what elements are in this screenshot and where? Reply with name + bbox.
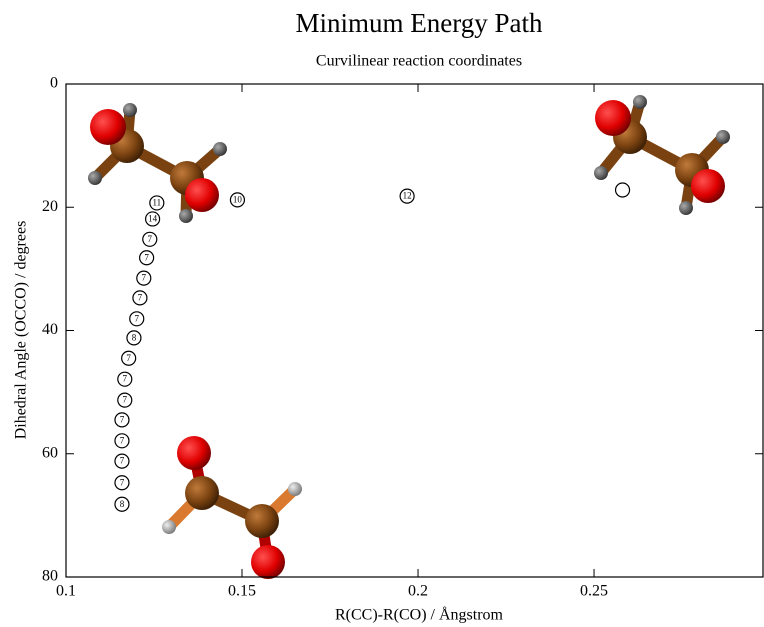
point [136,270,152,286]
point [114,496,130,512]
x-axis-label: R(CC)-R(CO) / Ångstrom [335,606,504,624]
x-tick-label: 0.1 [56,583,76,600]
point [142,231,158,247]
point-label: 11 [152,197,161,207]
point-label: 7 [123,395,128,405]
chart-subtitle: Curvilinear reaction coordinates [316,53,522,70]
point [399,188,415,204]
y-tick-label: 40 [42,321,58,338]
point [614,182,631,198]
point-label: 7 [120,414,125,424]
point-label: 7 [120,477,125,487]
point-label: 8 [120,499,125,509]
point [117,371,133,387]
point [139,250,155,266]
point-label: 12 [403,191,412,201]
point [149,195,165,211]
x-tick-label: 0.15 [228,583,256,600]
point [144,211,161,227]
point [121,350,137,366]
x-tick-label: 0.25 [580,583,608,600]
point-label: 7 [138,292,143,302]
point [132,290,148,306]
point [229,192,246,208]
y-tick-label: 20 [42,198,58,215]
x-tick-label: 0.2 [408,583,428,600]
chart-title: Minimum Energy Path [296,8,543,38]
point-label: 7 [126,353,131,363]
point-label: 7 [144,252,149,262]
point [114,475,130,491]
point [114,412,130,428]
point-label: 8 [132,332,137,342]
point-label: 10 [233,194,243,204]
point-label: 7 [123,374,128,384]
point-label: 7 [148,234,153,244]
y-axis-label: Dihedral Angle (OCCO) / degrees [13,221,30,440]
point [129,311,145,327]
point [114,433,130,449]
point-label: 14 [148,214,158,224]
y-tick-label: 80 [42,568,58,585]
molecule-images [88,95,730,579]
point-label: 7 [135,313,140,323]
point-label: 7 [120,435,125,445]
point [126,330,142,346]
point-label: 7 [120,456,125,466]
point [114,453,130,469]
point [117,392,133,408]
y-tick-label: 60 [42,444,58,461]
y-tick-label: 0 [50,75,58,92]
point-label: 7 [142,273,147,283]
